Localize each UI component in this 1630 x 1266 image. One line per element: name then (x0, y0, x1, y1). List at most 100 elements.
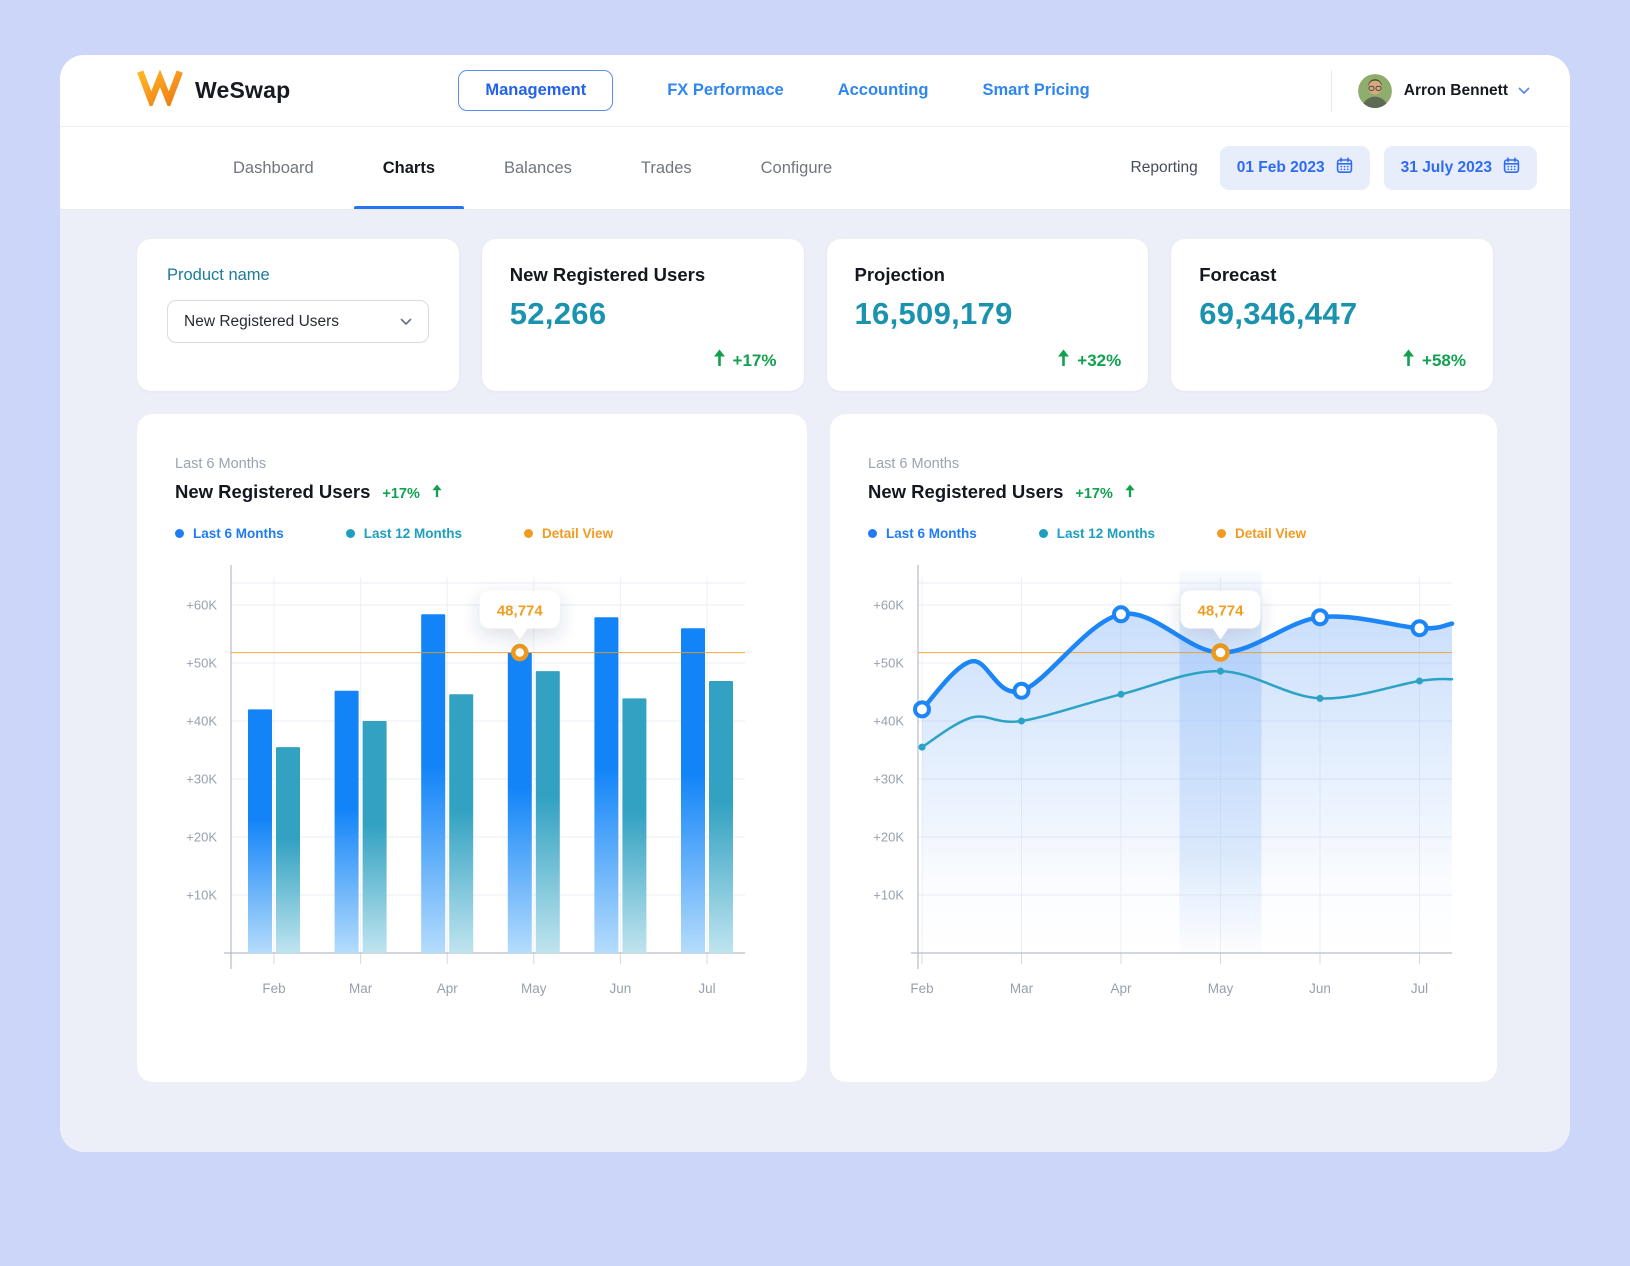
date-to-button[interactable]: 31 July 2023 (1383, 146, 1537, 190)
top-header: WeSwap Management FX Performace Accounti… (60, 55, 1570, 127)
svg-text:+30K: +30K (186, 772, 217, 787)
svg-text:Mar: Mar (349, 981, 373, 996)
date-to-value: 31 July 2023 (1400, 159, 1492, 176)
svg-text:Apr: Apr (1110, 981, 1132, 996)
svg-text:+50K: +50K (873, 656, 904, 671)
chart-legend: Last 6 Months Last 12 Months Detail View (868, 526, 1459, 541)
legend-dot (345, 529, 355, 538)
date-from-button[interactable]: 01 Feb 2023 (1219, 146, 1370, 190)
svg-text:+20K: +20K (873, 830, 904, 845)
tab-charts[interactable]: Charts (377, 127, 441, 209)
legend-dot (1038, 529, 1048, 538)
calendar-icon (1503, 157, 1520, 179)
svg-text:+20K: +20K (186, 830, 217, 845)
user-menu[interactable]: Arron Bennett (1330, 69, 1530, 112)
charts-row: Last 6 Months New Registered Users +17% … (137, 414, 1497, 1082)
weswap-logo-icon (137, 69, 183, 111)
legend-item-last-12-months[interactable]: Last 12 Months (1038, 526, 1155, 541)
nav-item-management[interactable]: Management (458, 70, 614, 111)
legend-dot (1217, 529, 1227, 538)
kpi-title: New Registered Users (509, 264, 706, 285)
reporting-label: Reporting (1130, 159, 1198, 176)
kpi-title: Forecast (1199, 264, 1277, 285)
brand-name: WeSwap (195, 77, 291, 103)
arrow-up-icon (713, 349, 726, 372)
svg-text:Mar: Mar (1010, 981, 1034, 996)
svg-text:+10K: +10K (873, 888, 904, 903)
kpi-card-new-registered-users: New Registered Users 52,266 +17% (481, 239, 804, 391)
kpi-delta: +58% (1402, 349, 1466, 372)
bar-chart-card: Last 6 Months New Registered Users +17% … (137, 414, 807, 1082)
kpi-value: 16,509,179 (854, 296, 1013, 331)
bar-chart-canvas[interactable]: +10K +20K +30K +40K +50K +60K Feb Mar Apr May Jun J… (175, 555, 769, 1007)
legend-item-last-12-months[interactable]: Last 12 Months (345, 526, 462, 541)
user-chevron-down-icon[interactable] (1518, 82, 1530, 100)
avatar (1357, 73, 1392, 108)
svg-text:Feb: Feb (262, 981, 285, 996)
nav-item-fx-performace[interactable]: FX Performace (667, 81, 784, 99)
chart-title-row: New Registered Users +17% (868, 481, 1459, 503)
arrow-up-icon (1125, 484, 1135, 503)
legend-item-last-6-months[interactable]: Last 6 Months (175, 526, 284, 541)
header-divider (1330, 69, 1332, 112)
svg-text:+40K: +40K (186, 714, 217, 729)
legend-dot (524, 529, 534, 538)
tab-trades[interactable]: Trades (640, 158, 692, 177)
nav-item-accounting[interactable]: Accounting (837, 81, 929, 99)
svg-text:Jun: Jun (610, 981, 632, 996)
select-chevron-down-icon (400, 313, 412, 331)
product-select[interactable]: New Registered Users (167, 300, 429, 343)
main-nav: Management FX Performace Accounting Smar… (458, 70, 1090, 111)
line-chart-card: Last 6 Months New Registered Users +17% … (830, 414, 1497, 1082)
date-from-value: 01 Feb 2023 (1236, 159, 1325, 176)
chart-delta: +17% (382, 486, 420, 502)
chart-subtitle: Last 6 Months (868, 456, 960, 472)
svg-text:Feb: Feb (910, 981, 933, 996)
kpi-delta: +17% (713, 349, 777, 372)
kpi-delta: +32% (1057, 349, 1121, 372)
svg-text:+60K: +60K (873, 598, 904, 613)
calendar-icon (1336, 157, 1353, 179)
arrow-up-icon (1057, 349, 1070, 372)
chart-delta: +17% (1075, 486, 1113, 502)
svg-text:+50K: +50K (186, 656, 217, 671)
arrow-up-icon (1402, 349, 1415, 372)
svg-text:+40K: +40K (873, 714, 904, 729)
chart-subtitle: Last 6 Months (175, 456, 267, 472)
legend-item-detail-view[interactable]: Detail View (1217, 526, 1306, 541)
kpi-delta-value: +58% (1422, 350, 1466, 370)
kpi-card-projection: Projection 16,509,179 +32% (826, 239, 1149, 391)
legend-item-last-6-months[interactable]: Last 6 Months (868, 526, 977, 541)
legend-dot (868, 529, 877, 538)
svg-text:Jul: Jul (698, 981, 715, 996)
svg-text:+60K: +60K (186, 598, 217, 613)
product-select-value: New Registered Users (184, 312, 340, 330)
app-window: WeSwap Management FX Performace Accounti… (60, 55, 1570, 1152)
arrow-up-icon (432, 484, 442, 503)
main-content: Product name New Registered Users New Re… (60, 210, 1570, 1082)
tab-balances[interactable]: Balances (504, 158, 572, 177)
nav-item-smart-pricing[interactable]: Smart Pricing (982, 81, 1090, 99)
svg-text:Jun: Jun (1309, 981, 1331, 996)
tab-dashboard[interactable]: Dashboard (233, 158, 314, 177)
legend-dot (175, 529, 184, 538)
kpi-card-forecast: Forecast 69,346,447 +58% (1171, 239, 1493, 391)
chart-legend: Last 6 Months Last 12 Months Detail View (175, 526, 769, 541)
svg-text:48,774: 48,774 (1198, 603, 1245, 620)
svg-text:Apr: Apr (437, 981, 459, 996)
chart-title: New Registered Users (868, 481, 1064, 502)
kpi-delta-value: +17% (732, 350, 777, 370)
product-name-label: Product name (167, 266, 270, 284)
legend-item-detail-view[interactable]: Detail View (524, 526, 613, 541)
user-name: Arron Bennett (1403, 81, 1508, 99)
tab-configure[interactable]: Configure (760, 158, 833, 177)
line-chart-canvas[interactable]: +10K +20K +30K +40K +50K +60K Feb Mar Apr May Jun J… (868, 555, 1459, 1007)
kpi-title: Projection (854, 264, 945, 285)
svg-text:+30K: +30K (873, 772, 904, 787)
svg-text:48,774: 48,774 (497, 603, 544, 620)
reporting-controls: Reporting 01 Feb 2023 31 July 2023 (1131, 146, 1537, 190)
chart-title: New Registered Users (175, 481, 371, 502)
kpi-value: 69,346,447 (1199, 296, 1358, 331)
brand-logo[interactable]: WeSwap (137, 69, 291, 111)
kpi-cards-row: Product name New Registered Users New Re… (137, 239, 1493, 391)
